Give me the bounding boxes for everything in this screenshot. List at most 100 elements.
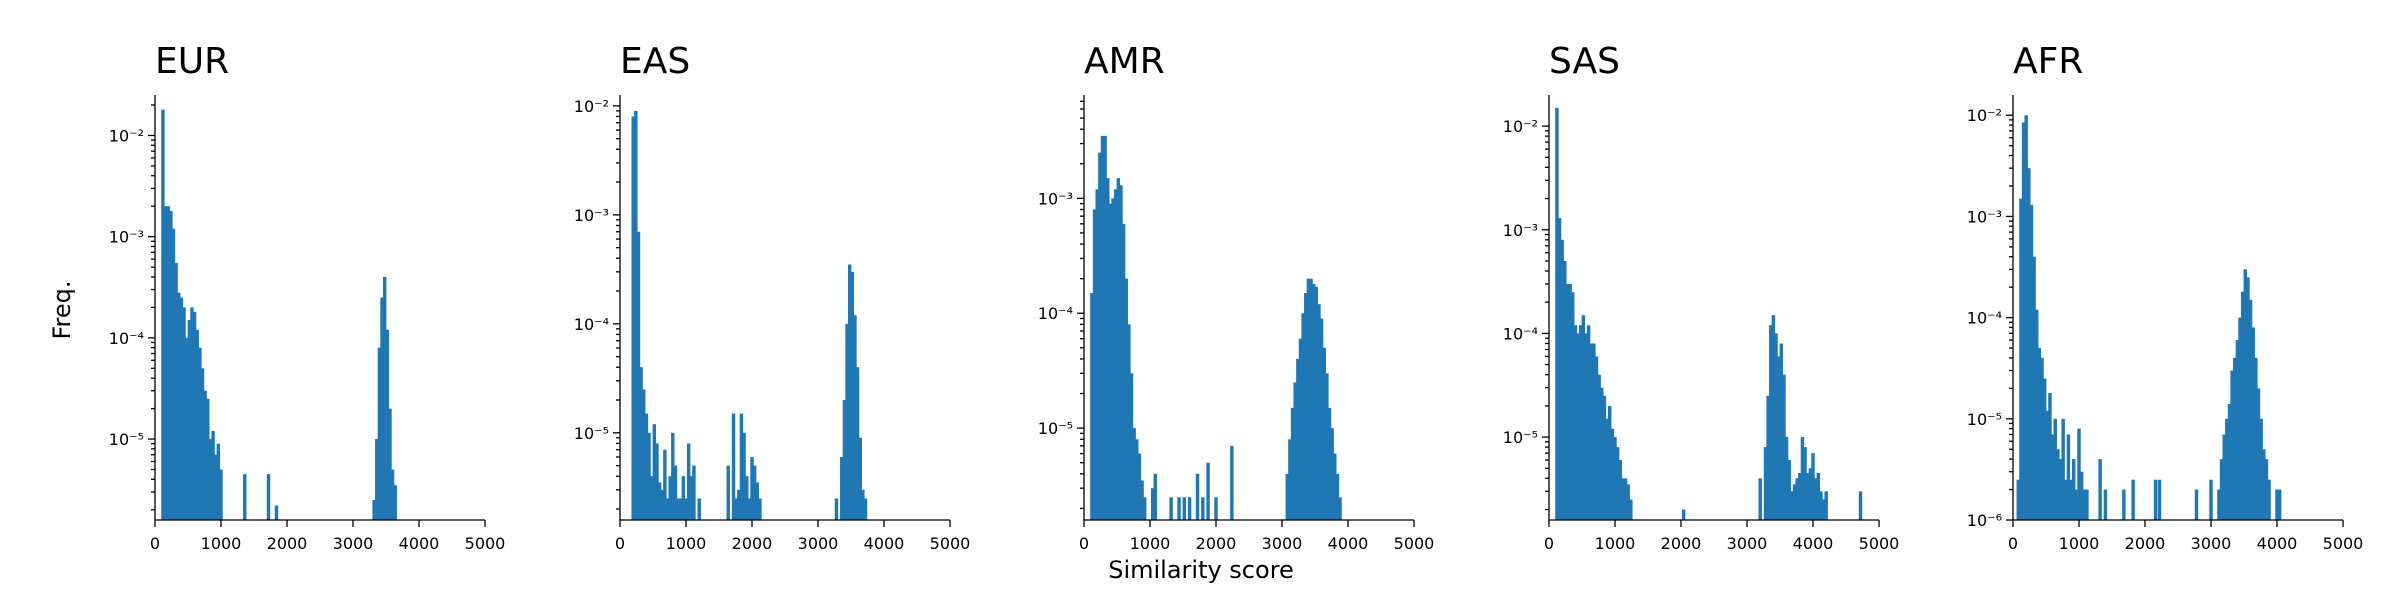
x-tick-label: 2000 bbox=[267, 534, 308, 553]
panel-title: EUR bbox=[155, 41, 229, 82]
histogram-bar bbox=[850, 271, 855, 520]
histogram-bar bbox=[1288, 439, 1292, 520]
histogram-bar bbox=[1116, 178, 1121, 520]
histogram-bar bbox=[1800, 437, 1805, 520]
histogram-bar bbox=[1182, 497, 1187, 520]
panel-afr: AFR 10⁻² 10⁻³ 10⁻⁴ 10⁻⁵ 10⁻⁶ 0 1000 2000 3000 4000… bbox=[1967, 41, 2364, 553]
histogram-bar bbox=[1795, 478, 1799, 520]
panel-title: AMR bbox=[1084, 41, 1165, 82]
histogram-bar bbox=[219, 469, 223, 520]
histogram-bar bbox=[2222, 434, 2226, 520]
y-tick-label: 10⁻⁵ bbox=[1503, 428, 1538, 447]
x-tick-label: 4000 bbox=[864, 534, 905, 553]
histogram-bar bbox=[1602, 395, 1607, 520]
histogram-bar bbox=[692, 465, 696, 520]
histogram-bar bbox=[2040, 357, 2044, 520]
histogram-bar bbox=[2053, 418, 2057, 520]
histogram-bar bbox=[2027, 168, 2031, 520]
histogram-bar bbox=[388, 408, 392, 520]
x-tick-label: 3000 bbox=[333, 534, 374, 553]
histogram-bar bbox=[1782, 374, 1786, 520]
histogram-bar bbox=[2077, 428, 2081, 520]
histogram-bar bbox=[1187, 497, 1192, 520]
histogram-bar bbox=[1816, 473, 1820, 520]
y-tick-label: 10⁻⁴ bbox=[109, 329, 144, 348]
histogram-bar bbox=[1681, 509, 1686, 520]
histogram-bar bbox=[161, 109, 165, 521]
histogram-bar bbox=[1090, 293, 1094, 520]
histogram-bar bbox=[671, 432, 675, 520]
histogram-bar bbox=[1201, 497, 1205, 520]
histogram-bar bbox=[1296, 358, 1300, 520]
histogram-bar bbox=[1100, 135, 1105, 520]
histogram-bar bbox=[1143, 497, 1147, 520]
histogram-bar bbox=[2219, 459, 2224, 520]
y-tick-label: 10⁻⁵ bbox=[109, 430, 144, 449]
y-tick-label: 10⁻² bbox=[1503, 117, 1538, 136]
histogram-bar bbox=[1584, 333, 1588, 520]
histogram-bar bbox=[631, 116, 635, 521]
histogram-bar bbox=[1821, 499, 1826, 520]
histogram-bar bbox=[668, 476, 672, 520]
histogram-bar bbox=[739, 413, 744, 520]
histogram-bar bbox=[1322, 347, 1326, 520]
histogram-bar bbox=[2019, 198, 2023, 521]
panel-amr: AMR 10⁻³ 10⁻⁴ 10⁻⁵ 0 1000 2000 3000 4000 5000 bbox=[1038, 41, 1435, 553]
histogram-bar bbox=[2016, 479, 2020, 520]
histogram-bar bbox=[2050, 434, 2055, 520]
y-tick-label: 10⁻³ bbox=[1038, 189, 1073, 208]
histogram-bar bbox=[1819, 491, 1823, 520]
y-tick-label: 10⁻² bbox=[109, 126, 144, 145]
histogram-bar bbox=[1621, 478, 1625, 520]
x-tick-label: 2000 bbox=[2125, 534, 2166, 553]
panel-eas: EAS 10⁻² 10⁻³ 10⁻⁴ 10⁻⁵ 0 1000 2000 3000 4000 5000 bbox=[574, 41, 971, 553]
y-tick-label: 10⁻⁵ bbox=[1038, 419, 1073, 438]
histogram-bar bbox=[726, 465, 730, 520]
x-tick-label: 4000 bbox=[1793, 534, 1834, 553]
histogram-bar bbox=[1132, 428, 1136, 520]
histogram-bar bbox=[758, 498, 762, 520]
histogram-bar bbox=[2032, 256, 2036, 520]
histogram-bar bbox=[737, 489, 741, 520]
histogram-bar bbox=[1129, 373, 1134, 520]
x-tick-label: 0 bbox=[615, 534, 625, 553]
histogram-bar bbox=[1629, 499, 1633, 520]
histogram-bar bbox=[195, 329, 199, 520]
histogram-bar bbox=[1206, 462, 1210, 520]
histogram-bar bbox=[853, 315, 857, 520]
histogram-bar bbox=[2045, 410, 2050, 520]
x-tick-label: 5000 bbox=[465, 534, 506, 553]
histogram-bar bbox=[1333, 453, 1337, 520]
histogram-bar bbox=[1330, 428, 1334, 520]
histogram-bar bbox=[184, 337, 189, 520]
histogram-bar bbox=[2029, 204, 2034, 520]
histogram-bar bbox=[2056, 449, 2060, 520]
histogram-bar bbox=[1311, 283, 1316, 520]
histogram-bar bbox=[1111, 198, 1115, 520]
histogram-bar bbox=[1592, 343, 1596, 520]
histogram-bar bbox=[1560, 239, 1564, 521]
x-tick-label: 2000 bbox=[1196, 534, 1237, 553]
histogram-bar bbox=[192, 312, 197, 520]
y-tick-label: 10⁻⁴ bbox=[1503, 324, 1538, 343]
histogram-bar bbox=[663, 449, 667, 520]
histogram-bar bbox=[2259, 418, 2263, 520]
panel-eur: EUR 10⁻² 10⁻³ 10⁻⁴ 10⁻⁵ 0 1000 2000 3000 4000 5000 bbox=[109, 41, 506, 553]
histogram-bar bbox=[1306, 278, 1311, 520]
histogram-bar bbox=[169, 210, 173, 520]
histogram-bar bbox=[208, 439, 213, 520]
histogram-bar bbox=[2082, 489, 2086, 520]
histogram-bar bbox=[2066, 434, 2071, 520]
histogram-bar bbox=[2048, 392, 2052, 520]
histogram-bar bbox=[1335, 473, 1340, 520]
histogram-bar bbox=[1140, 480, 1144, 520]
histogram-bar bbox=[847, 264, 852, 520]
histogram-bar bbox=[2240, 291, 2245, 520]
histogram-bar bbox=[380, 297, 384, 520]
histogram-bar bbox=[198, 347, 202, 520]
histogram-bar bbox=[1808, 468, 1813, 520]
histogram-bar bbox=[203, 390, 207, 520]
histogram-bar bbox=[679, 498, 683, 520]
histogram-bar bbox=[1600, 387, 1604, 520]
x-tick-label: 2000 bbox=[732, 534, 773, 553]
